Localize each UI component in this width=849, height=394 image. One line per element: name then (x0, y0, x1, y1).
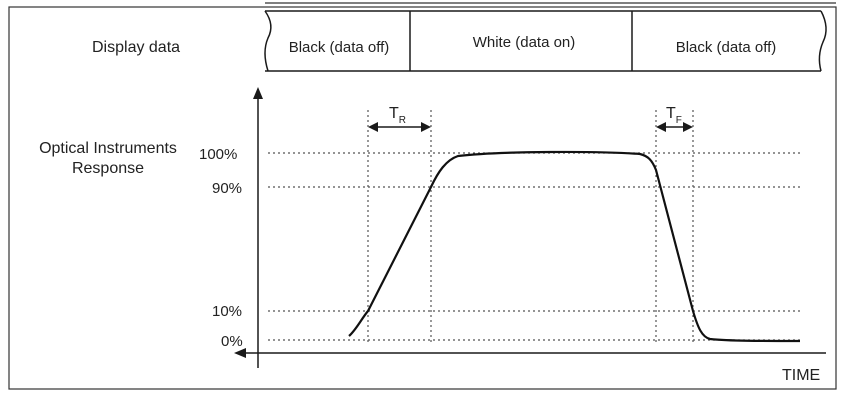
fall-arrowhead-right (683, 122, 693, 132)
level-90-label: 90% (212, 180, 242, 197)
fall-time-label: TF (666, 105, 682, 126)
response-curve (348, 150, 801, 343)
x-axis-label: TIME (782, 367, 820, 384)
figure-border (8, 6, 837, 390)
y-axis-label-line1: Optical Instruments (39, 140, 177, 157)
fall-time-main: T (666, 105, 676, 122)
level-0-label: 0% (221, 333, 243, 350)
rise-time-main: T (389, 105, 399, 122)
rise-time-label: TR (389, 105, 406, 126)
level-10-label: 10% (212, 303, 242, 320)
rise-arrowhead-left (368, 122, 378, 132)
segment-black-off-2: Black (data off) (676, 39, 777, 56)
level-100-label: 100% (199, 146, 237, 163)
display-data-label: Display data (92, 39, 180, 56)
y-axis-label-line2: Response (72, 160, 144, 177)
x-axis-arrowhead (234, 348, 246, 358)
data-strip-left-edge (264, 10, 272, 72)
y-axis-arrowhead (253, 87, 263, 99)
rise-time-sub: R (399, 115, 406, 126)
rise-arrowhead-right (421, 122, 431, 132)
fall-arrowhead-left (656, 122, 666, 132)
data-strip-right-edge (818, 10, 827, 72)
fall-time-sub: F (676, 115, 682, 126)
segment-black-off-1: Black (data off) (289, 39, 390, 56)
segment-white-on: White (data on) (473, 34, 576, 51)
